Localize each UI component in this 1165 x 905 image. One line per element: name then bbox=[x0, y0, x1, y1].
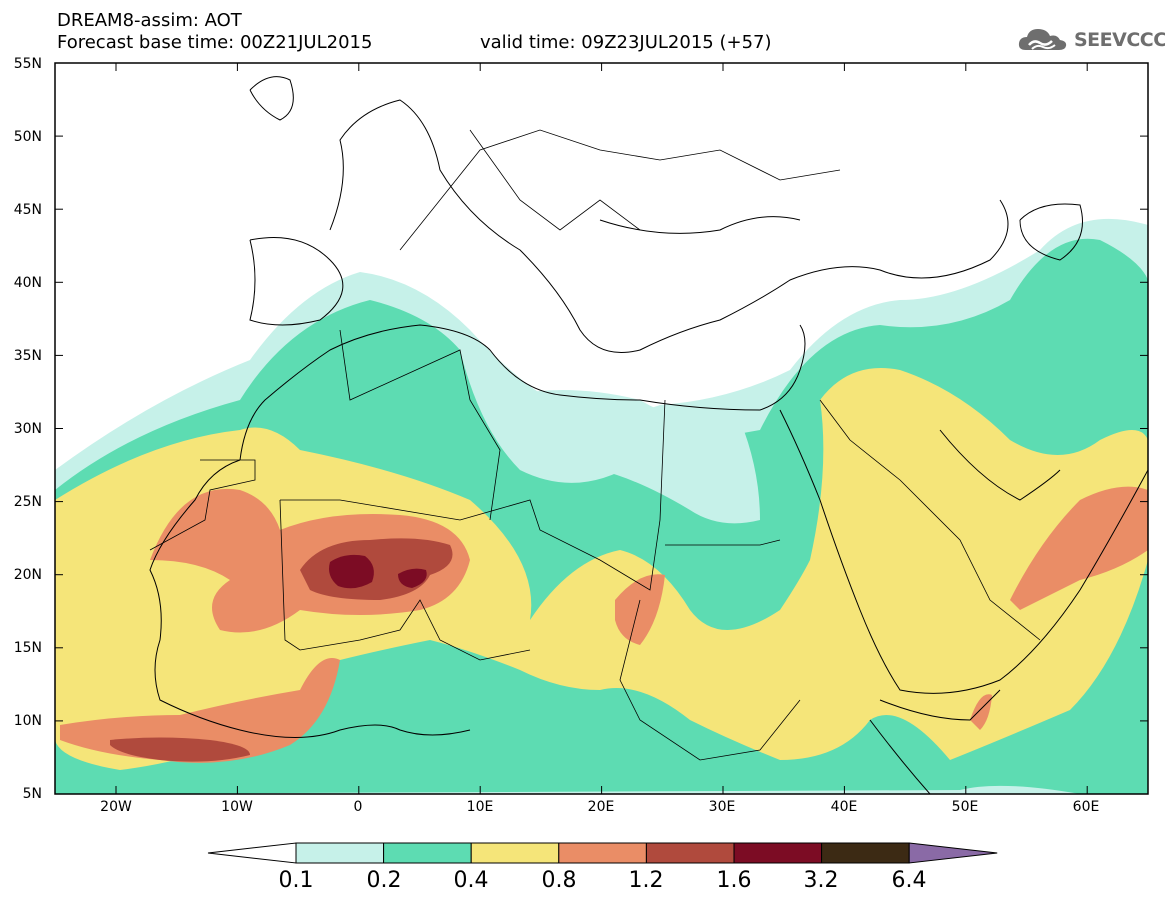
aot-shading bbox=[55, 218, 1148, 794]
lon-label: 10E bbox=[466, 799, 494, 815]
aot-level-0.8-3 bbox=[1010, 486, 1148, 610]
colorbar-label: 0.1 bbox=[278, 868, 314, 893]
lat-label: 40N bbox=[13, 275, 42, 291]
colorbar-label: 1.2 bbox=[628, 868, 664, 893]
colorbar-label: 6.4 bbox=[891, 868, 927, 893]
colorbar-cell bbox=[558, 842, 647, 864]
country-borders bbox=[149, 129, 1041, 761]
lon-label: 20E bbox=[587, 799, 615, 815]
lon-label: 0 bbox=[353, 799, 363, 815]
border-europe bbox=[399, 129, 841, 251]
lat-label: 20N bbox=[13, 567, 42, 583]
lat-label: 45N bbox=[13, 202, 42, 218]
border-sahel-north bbox=[280, 399, 666, 591]
lon-label: 40E bbox=[830, 799, 858, 815]
lon-label: 10W bbox=[221, 799, 253, 815]
europe-coast bbox=[329, 99, 1009, 353]
border-egypt-sudan bbox=[665, 539, 781, 546]
aot-level-0.8-2 bbox=[60, 658, 340, 763]
horn-of-africa-coast bbox=[869, 719, 931, 794]
map-title: DREAM8-assim: AOT bbox=[57, 10, 242, 31]
colorbar-label: 1.6 bbox=[716, 868, 752, 893]
black-sea-coast bbox=[599, 216, 801, 234]
colorbar-label: 3.2 bbox=[803, 868, 839, 893]
lat-label: 25N bbox=[13, 494, 42, 510]
border-balkans bbox=[469, 129, 641, 231]
lat-label: 15N bbox=[13, 640, 42, 656]
iberia-coast bbox=[249, 237, 344, 326]
aot-level-0.8-4 bbox=[615, 574, 665, 645]
cloud-icon bbox=[1018, 29, 1067, 50]
lat-label: 55N bbox=[13, 56, 42, 72]
lat-label: 30N bbox=[13, 421, 42, 437]
border-arabia bbox=[819, 399, 1041, 641]
lon-label: 20W bbox=[100, 799, 132, 815]
colorbar-cell bbox=[645, 842, 735, 864]
persian-gulf-coast bbox=[939, 429, 1061, 501]
forecast-base-time: Forecast base time: 00Z21JUL2015 bbox=[57, 32, 373, 53]
coastlines bbox=[149, 76, 1148, 794]
lon-label: 30E bbox=[708, 799, 736, 815]
colorbar-cell bbox=[470, 842, 560, 864]
british-isles-coast bbox=[249, 76, 294, 121]
border-sudan-south bbox=[619, 599, 801, 761]
border-western-sahara bbox=[149, 459, 256, 551]
colorbar bbox=[207, 842, 998, 864]
aot-level-1.6 bbox=[329, 554, 374, 589]
lat-label: 5N bbox=[22, 786, 42, 802]
red-sea-arabia-coast bbox=[779, 409, 1148, 694]
colorbar-cell bbox=[821, 842, 910, 864]
colorbar-label: 0.4 bbox=[453, 868, 489, 893]
lon-label: 50E bbox=[951, 799, 979, 815]
colorbar-cell bbox=[383, 842, 472, 864]
border-algeria-libya bbox=[339, 329, 501, 521]
north-africa-coast bbox=[239, 324, 806, 461]
colorbar-under-triangle bbox=[207, 842, 297, 864]
colorbar-cells bbox=[207, 842, 998, 864]
lat-label: 35N bbox=[13, 348, 42, 364]
aot-level-1.6-2 bbox=[398, 568, 427, 588]
aot-map bbox=[54, 62, 1149, 795]
colorbar-label: 0.2 bbox=[366, 868, 402, 893]
colorbar-label: 0.8 bbox=[541, 868, 577, 893]
logo-text: SEEVCCC bbox=[1074, 29, 1165, 51]
colorbar-over-triangle bbox=[908, 842, 998, 864]
aot-level-1.2-2 bbox=[110, 737, 250, 762]
valid-time: valid time: 09Z23JUL2015 (+57) bbox=[480, 32, 772, 53]
west-africa-coast bbox=[149, 459, 471, 738]
aot-clear-zone bbox=[490, 390, 760, 524]
caspian-coast bbox=[1019, 203, 1083, 261]
colorbar-cell bbox=[733, 842, 823, 864]
lon-label: 60E bbox=[1072, 799, 1100, 815]
lat-label: 10N bbox=[13, 713, 42, 729]
colorbar-cell bbox=[295, 842, 385, 864]
border-sahel-south bbox=[279, 499, 531, 661]
gulf-of-aden-coast bbox=[879, 689, 1001, 721]
axis-ticks bbox=[55, 62, 1148, 795]
lat-label: 50N bbox=[13, 129, 42, 145]
seevccc-logo: SEEVCCC bbox=[1016, 22, 1165, 56]
